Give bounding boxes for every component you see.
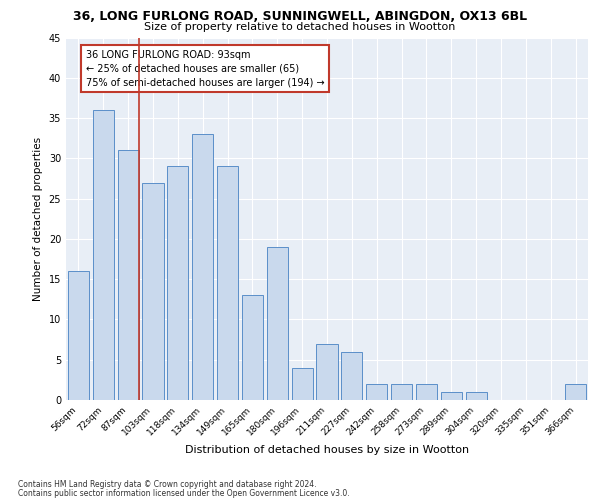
Bar bbox=[341, 352, 362, 400]
Bar bbox=[565, 384, 586, 400]
Bar bbox=[391, 384, 412, 400]
Bar bbox=[68, 271, 89, 400]
Bar bbox=[167, 166, 188, 400]
Bar bbox=[93, 110, 114, 400]
Bar bbox=[217, 166, 238, 400]
Text: 36, LONG FURLONG ROAD, SUNNINGWELL, ABINGDON, OX13 6BL: 36, LONG FURLONG ROAD, SUNNINGWELL, ABIN… bbox=[73, 10, 527, 23]
Bar bbox=[416, 384, 437, 400]
Bar bbox=[366, 384, 387, 400]
Text: Contains public sector information licensed under the Open Government Licence v3: Contains public sector information licen… bbox=[18, 488, 350, 498]
Bar bbox=[316, 344, 338, 400]
Bar bbox=[441, 392, 462, 400]
Bar bbox=[267, 247, 288, 400]
Text: 36 LONG FURLONG ROAD: 93sqm
← 25% of detached houses are smaller (65)
75% of sem: 36 LONG FURLONG ROAD: 93sqm ← 25% of det… bbox=[86, 50, 325, 88]
X-axis label: Distribution of detached houses by size in Wootton: Distribution of detached houses by size … bbox=[185, 446, 469, 456]
Y-axis label: Number of detached properties: Number of detached properties bbox=[33, 136, 43, 301]
Bar bbox=[142, 182, 164, 400]
Bar bbox=[466, 392, 487, 400]
Text: Contains HM Land Registry data © Crown copyright and database right 2024.: Contains HM Land Registry data © Crown c… bbox=[18, 480, 317, 489]
Bar bbox=[242, 296, 263, 400]
Bar bbox=[118, 150, 139, 400]
Bar bbox=[292, 368, 313, 400]
Text: Size of property relative to detached houses in Wootton: Size of property relative to detached ho… bbox=[145, 22, 455, 32]
Bar bbox=[192, 134, 213, 400]
